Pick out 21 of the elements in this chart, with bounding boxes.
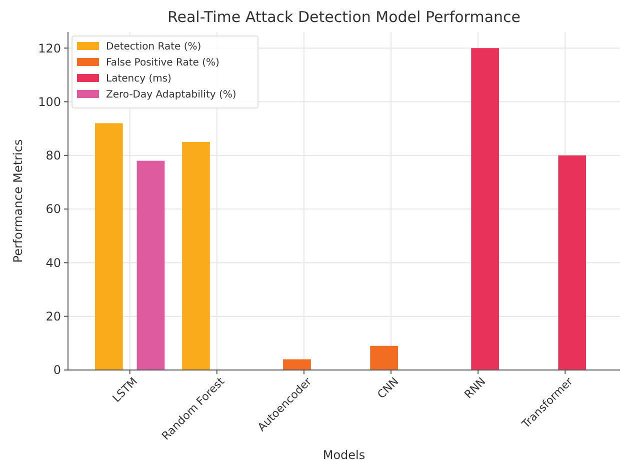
y-tick-label: 80: [46, 148, 61, 163]
bar: [471, 48, 499, 370]
bar: [94, 123, 123, 370]
chart-title: Real-Time Attack Detection Model Performance: [168, 8, 520, 26]
x-axis-title: Models: [322, 448, 366, 462]
y-tick-label: 100: [38, 94, 61, 109]
bar: [558, 155, 586, 370]
legend-label: False Positive Rate (%): [106, 58, 220, 68]
y-tick-label: 60: [46, 202, 61, 216]
bar: [370, 346, 398, 370]
legend-label: Latency (ms): [106, 74, 172, 84]
legend-label: Detection Rate (%): [106, 42, 202, 52]
y-tick-label: 0: [53, 363, 61, 378]
legend-label: Zero-Day Adaptability (%): [106, 90, 236, 100]
y-tick-label: 40: [46, 256, 61, 270]
y-axis-title: Performance Metrics: [11, 139, 25, 263]
y-tick-label: 120: [38, 41, 61, 56]
bar: [182, 142, 210, 370]
bar: [136, 160, 165, 370]
bar: [283, 359, 311, 370]
y-tick-label: 20: [46, 310, 61, 324]
